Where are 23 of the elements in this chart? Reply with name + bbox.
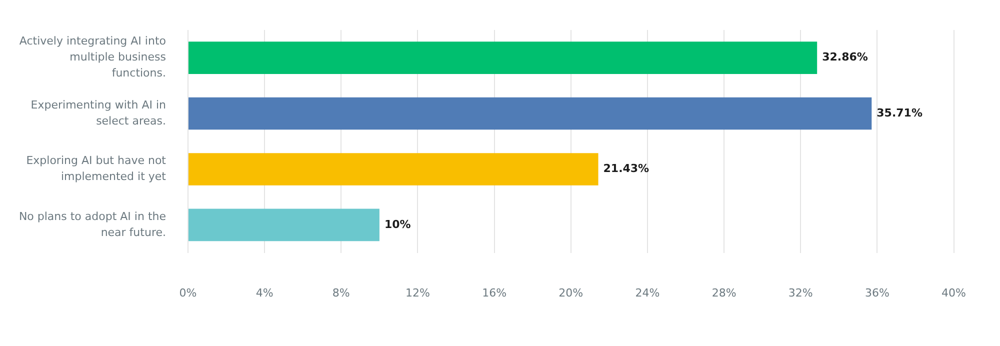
x-tick-label: 0% [179, 286, 197, 300]
x-tick-label: 4% [256, 286, 274, 300]
y-tick-label: Exploring AI but have not implemented it yet [26, 154, 167, 184]
x-tick-label: 20% [558, 286, 584, 300]
y-tick-label: Actively integrating AI into multiple business functions. [19, 34, 166, 80]
x-tick-label: 36% [864, 286, 890, 300]
data-label: 32.86% [822, 50, 868, 64]
y-tick-label: Experimenting with AI in select areas. [30, 98, 166, 128]
data-label: 10% [384, 218, 411, 231]
x-tick-label: 32% [788, 286, 813, 300]
bar [188, 153, 598, 186]
x-tick-label: 8% [332, 286, 350, 300]
bar [188, 208, 380, 242]
data-label: 21.43% [603, 162, 650, 176]
x-tick-label: 12% [406, 286, 430, 300]
x-tick-label: 28% [712, 286, 736, 300]
x-tick-label: 16% [482, 286, 507, 300]
bar [188, 97, 872, 130]
y-tick-label: No plans to adopt AI in the near future. [18, 210, 166, 239]
bar [188, 42, 818, 74]
x-tick-label: 40% [942, 286, 966, 300]
x-tick-label: 24% [635, 286, 660, 300]
data-label: 35.71% [876, 106, 922, 120]
